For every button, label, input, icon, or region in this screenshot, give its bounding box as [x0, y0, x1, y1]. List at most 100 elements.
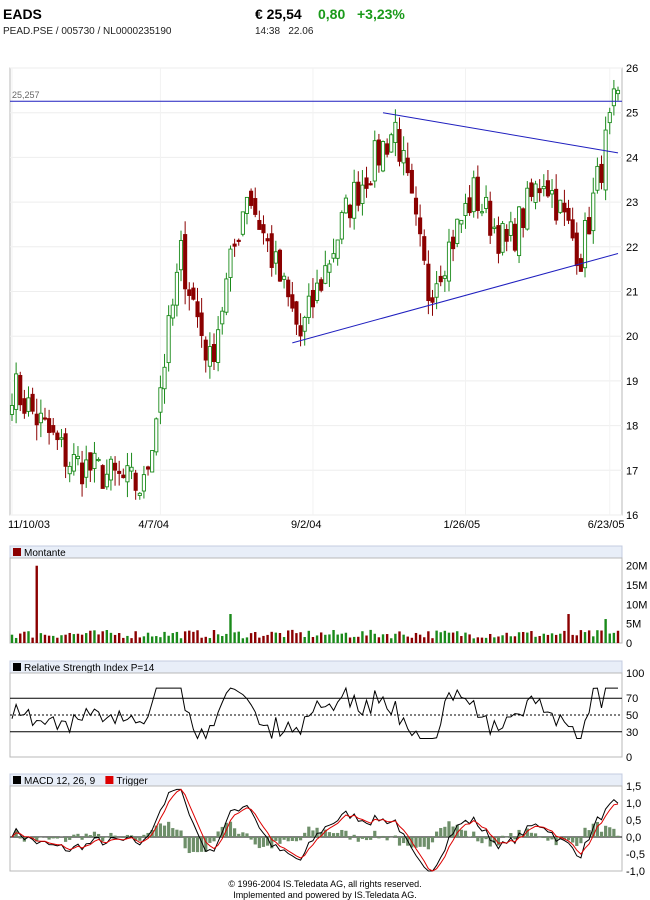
macd-histogram-bar: [290, 837, 294, 841]
volume-bar: [567, 614, 570, 643]
candle-body: [582, 220, 588, 269]
volume-bar: [155, 636, 158, 643]
y-tick-label: 23: [626, 197, 638, 209]
candle-body: [343, 197, 348, 214]
macd-histogram-bar: [422, 837, 426, 847]
volume-bar: [365, 635, 368, 643]
candle-body: [508, 221, 513, 236]
candle-body: [84, 459, 89, 478]
volume-bar: [146, 632, 150, 643]
volume-bar: [266, 634, 269, 643]
volume-bar: [509, 636, 513, 643]
volume-bar: [27, 631, 30, 643]
macd-histogram-bar: [298, 837, 303, 841]
rsi-tick-label: 50: [626, 710, 638, 722]
volume-bar: [93, 630, 96, 643]
volume-bar: [456, 631, 459, 643]
candle-body: [306, 295, 311, 318]
volume-bar: [142, 636, 146, 643]
volume-bar: [225, 633, 228, 643]
volume-bar: [596, 630, 599, 643]
volume-bar: [493, 637, 496, 643]
macd-histogram-bar: [575, 837, 579, 847]
macd-histogram-bar: [360, 837, 365, 839]
macd-histogram-bar: [245, 833, 249, 837]
candle-body: [578, 258, 583, 272]
macd-histogram-bar: [80, 837, 84, 840]
macd-histogram-bar: [509, 833, 513, 837]
volume-bar: [357, 636, 360, 643]
candle-body: [137, 492, 142, 496]
macd-histogram-bar: [35, 837, 39, 842]
volume-bar: [472, 638, 475, 643]
change-value: 0,80: [318, 6, 346, 22]
candle-body: [125, 465, 130, 483]
volume-bar: [254, 631, 257, 643]
candle-body: [327, 263, 332, 273]
candle-body: [30, 393, 35, 412]
macd-histogram-bar: [96, 833, 101, 837]
macd-histogram-bar: [216, 831, 220, 837]
candle-body: [100, 465, 105, 489]
candle-body: [451, 236, 456, 250]
macd-histogram-bar: [307, 826, 311, 837]
volume-bar: [575, 635, 578, 643]
candle-body: [265, 238, 270, 242]
macd-histogram-bar: [480, 837, 484, 844]
candle-body: [88, 452, 93, 471]
volume-bar: [451, 632, 455, 643]
volume-bar: [167, 635, 170, 643]
volume-bar: [113, 634, 117, 643]
macd-histogram-bar: [47, 837, 51, 840]
candle-body: [475, 176, 480, 211]
volume-bar: [332, 629, 335, 643]
volume-bar: [150, 636, 154, 643]
macd-histogram-bar: [228, 821, 233, 837]
macd-histogram-bar: [327, 832, 332, 837]
candle-body: [430, 297, 435, 303]
candle-body: [133, 472, 138, 491]
candle-body: [67, 465, 72, 475]
candle-body: [397, 129, 402, 162]
candle-body: [277, 249, 283, 282]
volume-bar: [64, 634, 67, 643]
candle-body: [562, 202, 567, 213]
candle-body: [467, 197, 472, 214]
candle-body: [249, 190, 254, 206]
volume-bar: [85, 633, 88, 643]
volume-bar: [274, 632, 278, 643]
x-tick-label: 9/2/04: [291, 519, 322, 531]
macd-histogram-bar: [430, 837, 435, 843]
macd-histogram-bar: [496, 837, 501, 846]
volume-bar: [554, 634, 558, 643]
macd-histogram-bar: [274, 837, 278, 841]
macd-histogram-bar: [233, 828, 237, 837]
candle-body: [310, 289, 315, 308]
volume-bar: [200, 637, 203, 643]
macd-histogram-bar: [455, 824, 459, 837]
macd-histogram-bar: [344, 830, 348, 837]
volume-label-bar: [9, 545, 623, 559]
candle-body: [521, 208, 526, 229]
candle-body: [294, 301, 299, 325]
macd-label-text: MACD 12, 26, 9: [24, 776, 96, 787]
volume-bar: [23, 631, 26, 643]
macd-histogram-bar: [311, 830, 315, 837]
volume-bar: [204, 636, 207, 643]
candle-body: [80, 462, 85, 485]
volume-tick-label: 15M: [626, 580, 647, 592]
macd-histogram-bar: [529, 832, 534, 837]
macd-histogram-bar: [591, 823, 595, 837]
macd-histogram-bar: [175, 829, 179, 837]
candle-body: [47, 418, 52, 433]
volume-bar: [348, 637, 352, 643]
macd-histogram-bar: [369, 837, 373, 840]
volume-bar: [476, 637, 480, 643]
macd-histogram-bar: [237, 833, 241, 837]
candle-body: [360, 184, 365, 204]
volume-bar: [550, 633, 554, 643]
macd-histogram-bar: [134, 837, 138, 841]
macd-label-text: Trigger: [116, 776, 148, 787]
volume-bar: [282, 637, 286, 643]
macd-histogram-bar: [566, 837, 571, 841]
